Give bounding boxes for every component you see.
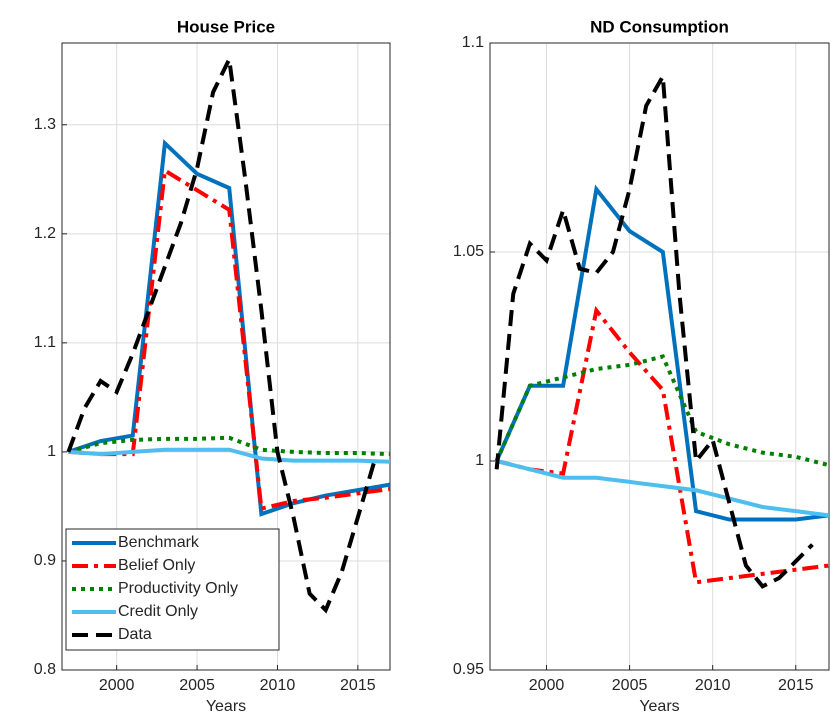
legend: Benchmark Belief Only Productivity Only Cre… bbox=[65, 528, 280, 651]
axes-box bbox=[489, 42, 830, 671]
y-tick-label: 1 bbox=[475, 452, 484, 469]
chart-title: ND Consumption bbox=[590, 17, 729, 36]
x-axis-label: Years bbox=[639, 698, 679, 715]
series-line bbox=[67, 435, 390, 457]
series-line bbox=[66, 52, 376, 614]
y-tick-label: 0.95 bbox=[453, 661, 484, 678]
x-tick-label: 2000 bbox=[529, 677, 565, 694]
plot-area bbox=[490, 43, 829, 670]
chart-title: House Price bbox=[177, 17, 275, 36]
x-tick-label: 2010 bbox=[695, 677, 731, 694]
lines bbox=[494, 69, 829, 589]
y-tick-label: 1.1 bbox=[34, 334, 56, 351]
series-line bbox=[494, 354, 829, 468]
y-tick-label: 1.1 bbox=[462, 34, 484, 51]
legend-label: Benchmark bbox=[118, 534, 200, 551]
chart: 0.95 1 1.05 1.1 2000 2005 2010 2015 ND Consumpti… bbox=[453, 17, 830, 715]
y-tick-label: 1.05 bbox=[453, 243, 484, 260]
x-tick-label: 2015 bbox=[340, 677, 376, 694]
legend-label: Data bbox=[118, 626, 152, 643]
series-line bbox=[68, 167, 390, 512]
axes-box bbox=[61, 42, 391, 671]
x-tick-label: 2005 bbox=[179, 677, 215, 694]
series-line bbox=[68, 447, 390, 464]
series-line bbox=[496, 305, 829, 585]
legend-label: Belief Only bbox=[118, 557, 195, 574]
y-tick-label: 0.8 bbox=[34, 661, 56, 678]
x-tick-label: 2015 bbox=[778, 677, 814, 694]
y-tick-label: 1.2 bbox=[34, 225, 56, 242]
y-tick-label: 0.9 bbox=[34, 552, 56, 569]
x-tick-label: 2000 bbox=[99, 677, 135, 694]
series-line bbox=[494, 69, 814, 589]
series-line bbox=[496, 459, 829, 518]
x-tick-label: 2005 bbox=[612, 677, 648, 694]
legend-label: Productivity Only bbox=[118, 580, 238, 597]
chart: 0.8 0.9 1 1.1 1.2 1.3 2000 2005 2010 2015 House Pr… bbox=[34, 17, 391, 715]
y-tick-label: 1 bbox=[47, 443, 56, 460]
x-tick-label: 2010 bbox=[260, 677, 296, 694]
lines bbox=[66, 52, 390, 614]
series-line bbox=[67, 139, 390, 517]
y-tick-label: 1.3 bbox=[34, 116, 56, 133]
series-line bbox=[494, 184, 829, 522]
x-axis-label: Years bbox=[206, 698, 246, 715]
legend-label: Credit Only bbox=[118, 603, 198, 620]
